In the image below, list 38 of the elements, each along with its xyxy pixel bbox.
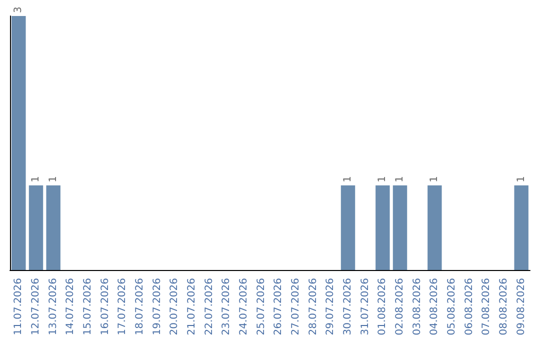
x-tick-label: 29.07.2026 [325, 278, 336, 336]
x-tick-label: 11.07.2026 [13, 278, 24, 336]
x-tick-label: 23.07.2026 [221, 278, 232, 336]
x-tick-label: 30.07.2026 [342, 278, 354, 336]
x-tick-label: 21.07.2026 [186, 278, 198, 336]
data-label: 1 [429, 176, 440, 182]
x-tick-label: 05.08.2026 [446, 278, 458, 336]
x-tick-label: 16.07.2026 [100, 278, 111, 336]
x-tick-label: 22.07.2026 [204, 278, 215, 336]
x-tick-label: 24.07.2026 [238, 278, 250, 336]
x-tick-label: 19.07.2026 [152, 278, 163, 336]
x-tick-label: 04.08.2026 [429, 278, 440, 336]
x-tick-label: 01.08.2026 [377, 278, 388, 336]
x-tick-label: 31.07.2026 [360, 278, 371, 336]
data-label: 3 [13, 6, 24, 13]
data-label: 1 [342, 176, 354, 182]
x-tick-label: 27.07.2026 [290, 278, 302, 336]
x-tick-label: 28.07.2026 [308, 278, 319, 336]
data-label: 1 [394, 176, 406, 182]
x-tick-label: 07.08.2026 [481, 278, 492, 336]
x-tick-label: 03.08.2026 [412, 278, 423, 336]
data-label: 1 [377, 176, 388, 182]
x-tick-label: 13.07.2026 [48, 278, 59, 336]
x-tick-label: 08.08.2026 [498, 278, 510, 336]
x-tick-label: 02.08.2026 [394, 278, 406, 336]
x-tick-label: 18.07.2026 [134, 278, 146, 336]
data-label: 1 [516, 176, 527, 182]
x-tick-label: 26.07.2026 [273, 278, 284, 336]
x-tick-label: 20.07.2026 [169, 278, 180, 336]
x-tick-label: 06.08.2026 [464, 278, 475, 336]
x-tick-label: 14.07.2026 [65, 278, 76, 336]
x-tick-label: 25.07.2026 [256, 278, 267, 336]
data-label: 1 [30, 176, 42, 182]
x-tick-label: 12.07.2026 [30, 278, 42, 336]
x-tick-label: 09.08.2026 [516, 278, 527, 336]
x-tick-label: 17.07.2026 [117, 278, 128, 336]
x-tick-label: 15.07.2026 [82, 278, 94, 336]
data-label: 1 [48, 176, 59, 182]
